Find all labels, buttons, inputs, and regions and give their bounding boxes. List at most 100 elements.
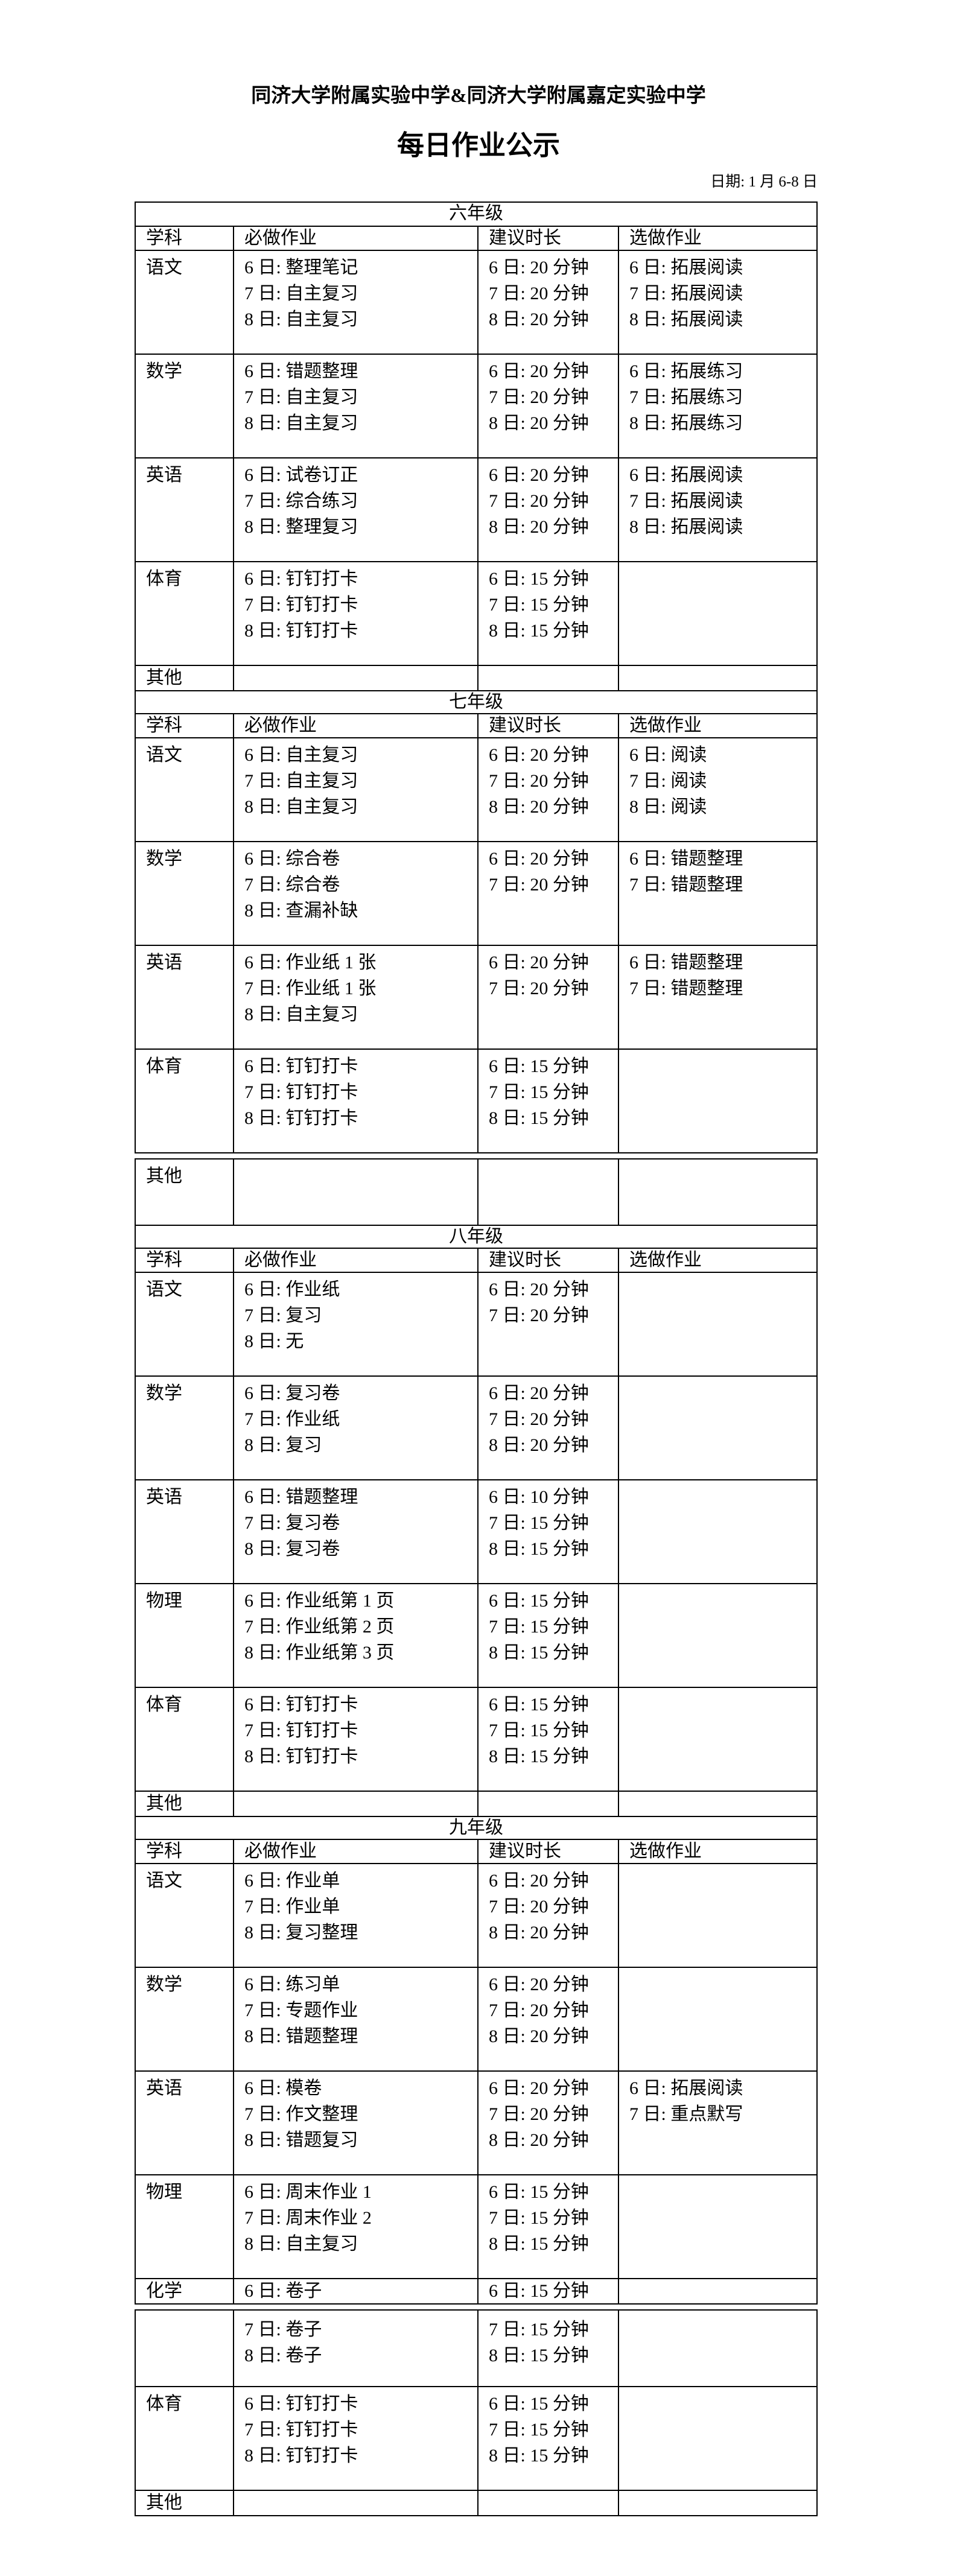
cell-line: 8 日: 错题复习 (244, 2130, 358, 2151)
cell-line: 6 日: 试卷订正 (244, 465, 358, 486)
cell-line: 6 日: 错题整理 (629, 849, 743, 869)
cell-line: 7 日: 复习 (244, 1305, 322, 1326)
required-header-cell: 必做作业 (233, 227, 477, 250)
optional-cell (618, 2311, 816, 2387)
cell-line: 8 日: 20 分钟 (489, 1923, 589, 1943)
cell-line: 7 日: 钉钉打卡 (244, 595, 358, 615)
required-cell: 6 日: 作业单 7 日: 作业单 8 日: 复习整理 (233, 1864, 477, 1967)
cell-line: 建议时长 (489, 1250, 561, 1271)
cell-line: 8 日: 无 (244, 1331, 304, 1352)
cell-line: 6 日: 作业纸第 1 页 (244, 1591, 395, 1611)
cell-line: 6 日: 20 分钟 (489, 745, 589, 766)
duration-cell (477, 1792, 618, 1816)
optional-cell (618, 2279, 816, 2304)
cell-line: 数学 (146, 1383, 182, 1404)
optional-cell (618, 1792, 816, 1816)
cell-line: 6 日: 自主复习 (244, 745, 358, 766)
optional-cell (618, 1377, 816, 1480)
cell-line: 6 日: 综合卷 (244, 849, 340, 869)
required-cell: 6 日: 错题整理 7 日: 自主复习 8 日: 自主复习 (233, 355, 477, 458)
optional-cell: 6 日: 拓展练习 7 日: 拓展练习 8 日: 拓展练习 (618, 355, 816, 458)
table-fragment: 其他 八年级 学科 必做作业 建议时长 选做作业 语文 6 日: 作业纸 7 日: 复习 8 日:… (135, 1158, 818, 2305)
required-cell: 6 日: 错题整理 7 日: 复习卷 8 日: 复习卷 (233, 1480, 477, 1584)
required-header-cell: 必做作业 (233, 1840, 477, 1864)
column-header-row: 学科 必做作业 建议时长 选做作业 (136, 226, 816, 250)
cell-line: 语文 (146, 745, 182, 766)
optional-cell (618, 1273, 816, 1376)
cell-line: 8 日: 20 分钟 (489, 797, 589, 817)
optional-cell: 6 日: 错题整理 7 日: 错题整理 (618, 842, 816, 945)
subject-row: 语文 6 日: 作业纸 7 日: 复习 8 日: 无 6 日: 20 分钟 7 日: 20… (136, 1272, 816, 1376)
cell-line: 建议时长 (489, 715, 561, 736)
subject-cell: 英语 (136, 1480, 233, 1583)
subject-cell: 语文 (136, 1864, 233, 1967)
cell-line: 6 日: 阅读 (629, 745, 707, 766)
optional-cell (618, 2491, 816, 2516)
required-cell: 6 日: 作业纸 1 张 7 日: 作业纸 1 张 8 日: 自主复习 (233, 946, 477, 1049)
duration-cell (477, 1160, 618, 1225)
optional-header-cell: 选做作业 (618, 714, 816, 738)
subject-cell: 语文 (136, 1273, 233, 1375)
cell-line: 7 日: 错题整理 (629, 979, 743, 999)
subject-cell: 体育 (136, 1688, 233, 1791)
required-cell: 6 日: 钉钉打卡 7 日: 钉钉打卡 8 日: 钉钉打卡 (233, 1688, 477, 1791)
required-cell: 6 日: 试卷订正 7 日: 综合练习 8 日: 整理复习 (233, 458, 477, 562)
cell-line: 选做作业 (629, 1841, 702, 1862)
duration-cell: 6 日: 20 分钟 7 日: 20 分钟 8 日: 20 分钟 (477, 458, 618, 562)
optional-cell (618, 1584, 816, 1687)
required-cell (233, 1792, 477, 1816)
cell-line: 8 日: 错题整理 (244, 2026, 358, 2047)
grade-title: 七年级 (449, 692, 503, 712)
cell-line: 7 日: 自主复习 (244, 771, 358, 792)
subject-cell: 其他 (136, 666, 233, 690)
cell-line: 6 日: 10 分钟 (489, 1487, 589, 1508)
required-cell: 6 日: 钉钉打卡 7 日: 钉钉打卡 8 日: 钉钉打卡 (233, 562, 477, 665)
cell-line: 学科 (146, 1250, 182, 1271)
required-cell: 6 日: 综合卷 7 日: 综合卷 8 日: 查漏补缺 (233, 842, 477, 945)
cell-line: 7 日: 作业纸 1 张 (244, 979, 377, 999)
subject-header-cell: 学科 (136, 714, 233, 737)
cell-line: 7 日: 复习卷 (244, 1513, 340, 1534)
subject-cell: 其他 (136, 1792, 233, 1816)
cell-line: 8 日: 复习 (244, 1435, 322, 1456)
cell-line: 8 日: 15 分钟 (489, 621, 589, 641)
optional-cell (618, 2387, 816, 2490)
cell-line: 6 日: 20 分钟 (489, 849, 589, 869)
subject-row: 数学 6 日: 错题整理 7 日: 自主复习 8 日: 自主复习 6 日: 20 分钟 7… (136, 354, 816, 458)
cell-line: 6 日: 20 分钟 (489, 465, 589, 486)
cell-line: 语文 (146, 258, 182, 278)
cell-line: 必做作业 (244, 228, 317, 249)
cell-line: 8 日: 钉钉打卡 (244, 1746, 358, 1767)
cell-line: 6 日: 模卷 (244, 2078, 322, 2099)
cell-line: 6 日: 卷子 (244, 2281, 322, 2302)
homework-tables: 六年级 学科 必做作业 建议时长 选做作业 语文 6 日: 整理笔记 7 日: 自主复习 8 日… (135, 201, 818, 2517)
subject-row: 物理 6 日: 作业纸第 1 页 7 日: 作业纸第 2 页 8 日: 作业纸第 3 … (136, 1583, 816, 1687)
cell-line: 7 日: 钉钉打卡 (244, 2420, 358, 2440)
duration-cell: 6 日: 15 分钟 7 日: 15 分钟 8 日: 15 分钟 (477, 1050, 618, 1153)
cell-line: 7 日: 15 分钟 (489, 2208, 589, 2229)
subject-cell: 体育 (136, 1050, 233, 1152)
required-cell: 6 日: 周末作业 1 7 日: 周末作业 2 8 日: 自主复习 (233, 2175, 477, 2279)
cell-line: 选做作业 (629, 1250, 702, 1271)
cell-line: 8 日: 15 分钟 (489, 2346, 589, 2366)
cell-line: 体育 (146, 1056, 182, 1077)
grade-title: 八年级 (449, 1226, 503, 1247)
cell-line: 8 日: 自主复习 (244, 1004, 358, 1025)
table-fragment: 六年级 学科 必做作业 建议时长 选做作业 语文 6 日: 整理笔记 7 日: 自主复习 8 日… (135, 201, 818, 1154)
subject-row: 数学 6 日: 复习卷 7 日: 作业纸 8 日: 复习 6 日: 20 分钟 7 日: … (136, 1375, 816, 1480)
cell-line: 7 日: 15 分钟 (489, 1721, 589, 1741)
subject-row: 语文 6 日: 作业单 7 日: 作业单 8 日: 复习整理 6 日: 20 分钟 7 日… (136, 1863, 816, 1967)
date-line: 日期: 1 月 6-8 日 (710, 173, 818, 190)
cell-line: 6 日: 错题整理 (244, 1487, 358, 1508)
cell-line: 6 日: 拓展阅读 (629, 2078, 743, 2099)
cell-line: 7 日: 拓展练习 (629, 387, 743, 408)
duration-cell: 6 日: 20 分钟 7 日: 20 分钟 8 日: 20 分钟 (477, 2072, 618, 2175)
required-cell (233, 666, 477, 691)
subject-cell: 英语 (136, 2072, 233, 2174)
required-cell: 7 日: 卷子 8 日: 卷子 (233, 2311, 477, 2387)
cell-line: 6 日: 15 分钟 (489, 1591, 589, 1611)
cell-line: 6 日: 钉钉打卡 (244, 1056, 358, 1077)
cell-line: 数学 (146, 1975, 182, 1995)
